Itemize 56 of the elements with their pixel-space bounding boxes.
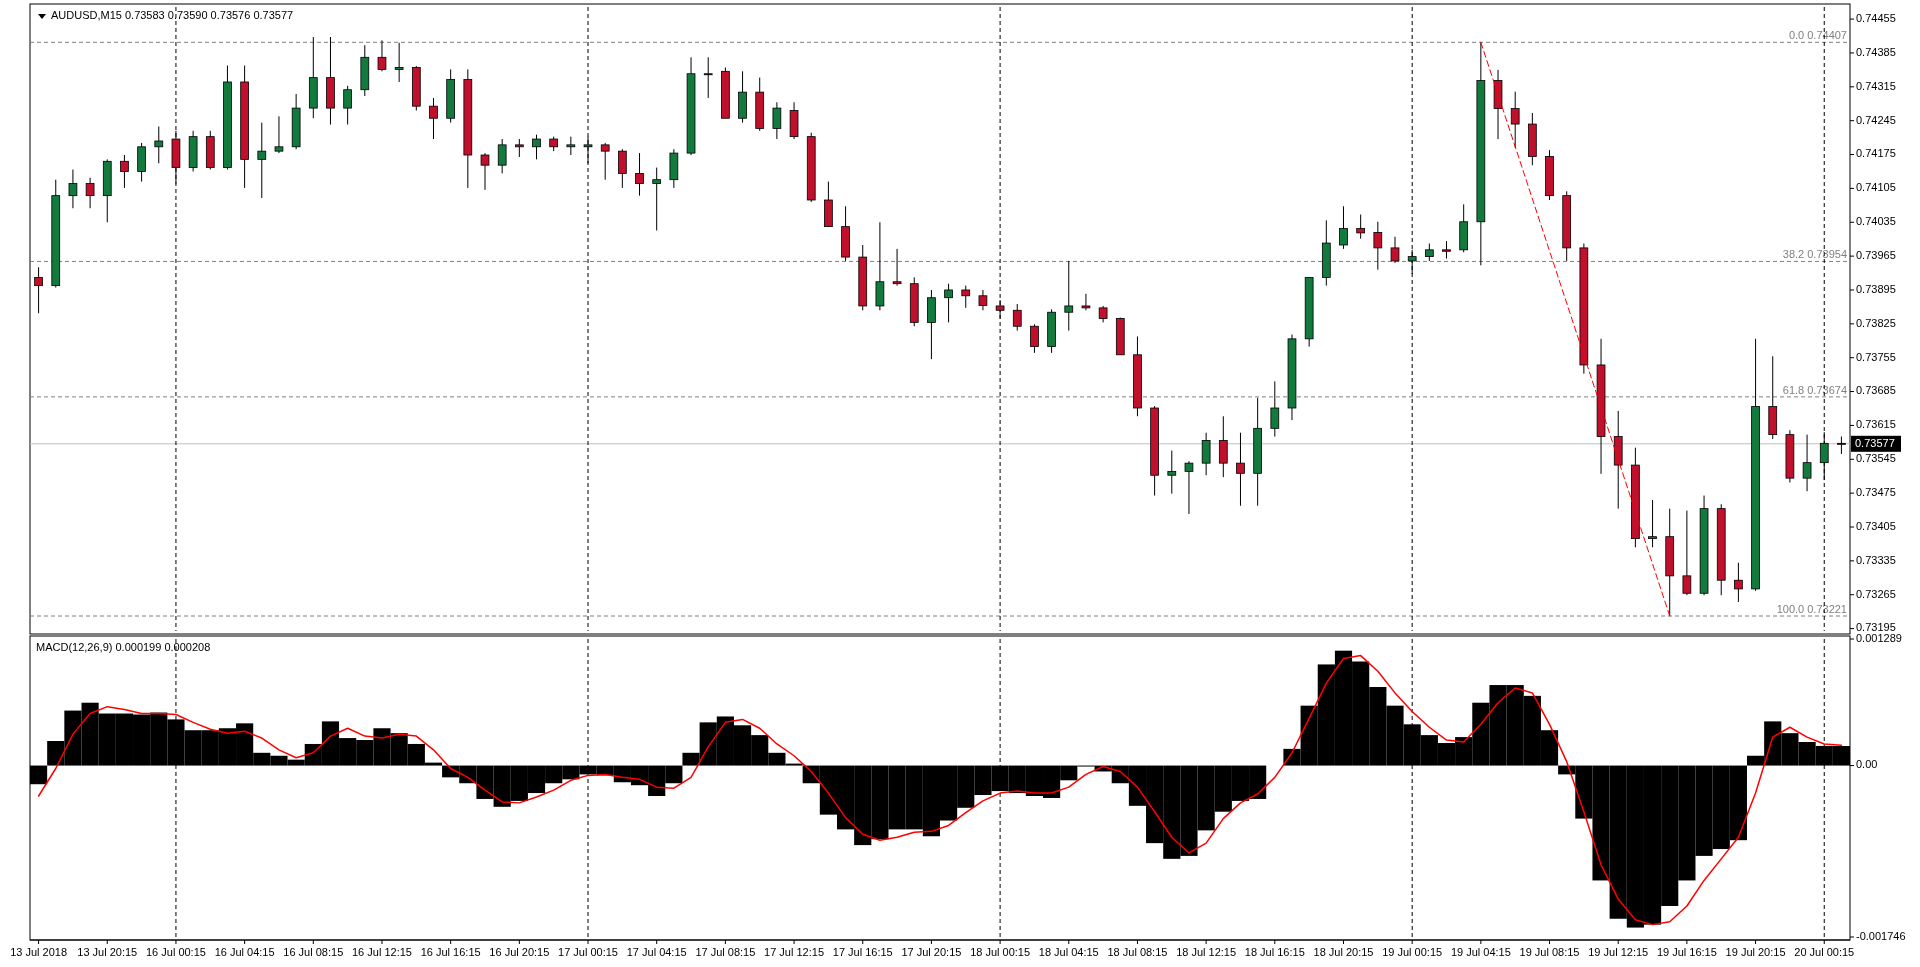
y-tick-label: -0.001746 xyxy=(1856,929,1906,942)
x-tick-label: 13 Jul 2018 xyxy=(10,946,68,958)
y-tick-label: 0.74105 xyxy=(1856,181,1896,194)
y-tick-label: 0.73265 xyxy=(1856,587,1896,600)
y-tick-label: 0.73895 xyxy=(1856,282,1896,295)
x-tick-label: 18 Jul 04:15 xyxy=(1038,946,1099,958)
y-tick-label: 0.73615 xyxy=(1856,418,1896,431)
ref-line-label: 0.73577 xyxy=(1855,436,1895,449)
x-tick-label: 18 Jul 00:15 xyxy=(970,946,1031,958)
x-tick-label: 17 Jul 16:15 xyxy=(832,946,893,958)
x-tick-label: 16 Jul 20:15 xyxy=(489,946,550,958)
x-tick-label: 19 Jul 16:15 xyxy=(1656,946,1717,958)
x-tick-label: 17 Jul 08:15 xyxy=(695,946,756,958)
y-tick-label: 0.74245 xyxy=(1856,113,1896,126)
x-tick-label: 17 Jul 00:15 xyxy=(558,946,618,958)
x-tick-label: 16 Jul 16:15 xyxy=(420,946,481,958)
x-tick-label: 19 Jul 20:15 xyxy=(1725,946,1786,958)
ref-line-label: 38.2 0.73954 xyxy=(1782,248,1847,261)
x-tick-label: 17 Jul 20:15 xyxy=(901,946,962,958)
x-tick-label: 16 Jul 12:15 xyxy=(352,946,412,958)
x-tick-label: 19 Jul 12:15 xyxy=(1588,946,1649,958)
y-tick-label: 0.73825 xyxy=(1856,316,1896,329)
chart-title: AUDUSD,M15 0.73583 0.73590 0.73576 0.73577 xyxy=(51,9,294,21)
x-tick-label: 18 Jul 16:15 xyxy=(1244,946,1305,958)
y-tick-label: 0.74175 xyxy=(1856,147,1896,160)
y-tick-label: 0.73755 xyxy=(1856,350,1896,363)
y-tick-label: 0.00 xyxy=(1856,758,1878,771)
x-tick-label: 19 Jul 08:15 xyxy=(1519,946,1580,958)
y-tick-label: 0.74035 xyxy=(1856,215,1896,228)
x-tick-label: 17 Jul 12:15 xyxy=(764,946,825,958)
y-tick-label: 0.001289 xyxy=(1856,631,1902,644)
y-tick-label: 0.73685 xyxy=(1856,384,1896,397)
y-tick-label: 0.73405 xyxy=(1856,519,1896,532)
x-tick-label: 19 Jul 00:15 xyxy=(1382,946,1443,958)
y-tick-label: 0.73965 xyxy=(1856,249,1896,262)
x-tick-label: 18 Jul 12:15 xyxy=(1176,946,1237,958)
x-tick-label: 19 Jul 04:15 xyxy=(1450,946,1511,958)
y-tick-label: 0.73335 xyxy=(1856,553,1896,566)
x-tick-label: 18 Jul 20:15 xyxy=(1313,946,1374,958)
ref-line-label: 100.0 0.73221 xyxy=(1776,603,1847,615)
x-tick-label: 17 Jul 04:15 xyxy=(626,946,687,958)
x-tick-label: 16 Jul 08:15 xyxy=(283,946,344,958)
x-tick-label: 13 Jul 20:15 xyxy=(77,946,138,958)
x-tick-label: 18 Jul 08:15 xyxy=(1107,946,1168,958)
y-tick-label: 0.74455 xyxy=(1856,12,1896,24)
y-tick-label: 0.74315 xyxy=(1856,79,1896,92)
y-tick-label: 0.73195 xyxy=(1856,621,1896,634)
y-tick-label: 0.73545 xyxy=(1856,452,1896,465)
ref-line-label: 0.0 0.74407 xyxy=(1788,29,1847,42)
x-tick-label: 16 Jul 04:15 xyxy=(214,946,275,958)
x-tick-label: 16 Jul 00:15 xyxy=(145,946,206,958)
y-tick-label: 0.74385 xyxy=(1856,45,1896,58)
chart-title: MACD(12,26,9) 0.000199 0.000208 xyxy=(36,641,211,653)
y-tick-label: 0.73475 xyxy=(1856,486,1896,499)
ref-line-label: 61.8 0.73674 xyxy=(1782,383,1847,396)
x-tick-label: 20 Jul 00:15 xyxy=(1794,946,1855,958)
